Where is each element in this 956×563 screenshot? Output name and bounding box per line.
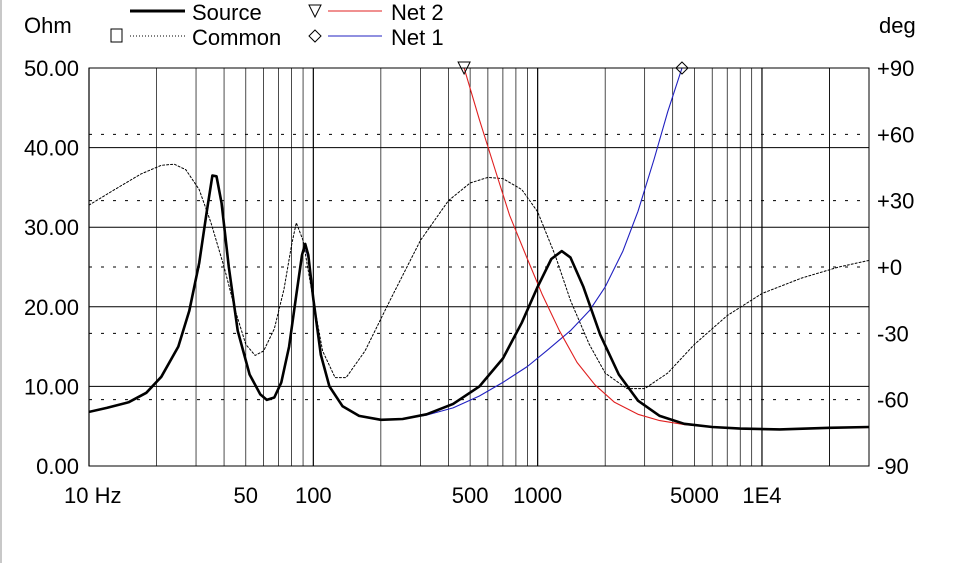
plot-frame <box>88 67 870 467</box>
y-left-tick-label: 20.00 <box>24 295 79 320</box>
right-axis-unit: deg <box>879 13 916 38</box>
x-tick-label: 1000 <box>513 483 562 508</box>
axis-ticks: 10 Hz 50 100 500 1000 5000 1E4 50.00 40.00 30.00 2… <box>24 56 914 508</box>
series-net-1-marker <box>675 61 689 75</box>
legend-net2-marker <box>308 4 322 19</box>
legend-net1-label: Net 1 <box>391 25 444 50</box>
legend-net1-marker <box>308 29 322 43</box>
y-left-tick-label: 30.00 <box>24 215 79 240</box>
y-right-tick-label: -90 <box>877 454 909 479</box>
x-tick-label: 5000 <box>670 483 719 508</box>
x-tick-label: 500 <box>452 483 489 508</box>
y-right-tick-label: +30 <box>877 189 914 214</box>
x-tick-label: 1E4 <box>742 483 781 508</box>
series-net-2-line <box>463 68 869 430</box>
x-tick-label: 10 Hz <box>64 483 121 508</box>
legend-source-label: Source <box>192 0 262 25</box>
legend-common-label: Common <box>192 25 281 50</box>
series-source-line <box>89 174 869 431</box>
y-right-tick-label: +90 <box>877 56 914 81</box>
y-right-tick-label: -30 <box>877 321 909 346</box>
x-tick-label: 50 <box>234 483 258 508</box>
y-right-tick-label: +60 <box>877 122 914 147</box>
y-right-tick-label: +0 <box>877 255 902 280</box>
y-right-tick-label: -60 <box>877 388 909 413</box>
plot-grid <box>88 67 870 467</box>
x-tick-label: 100 <box>295 483 332 508</box>
y-left-tick-label: 50.00 <box>24 56 79 81</box>
y-left-tick-label: 10.00 <box>24 374 79 399</box>
y-left-tick-label: 40.00 <box>24 136 79 161</box>
legend: Source Common Net 2 Net 1 <box>110 0 444 50</box>
legend-net2-label: Net 2 <box>391 0 444 25</box>
left-axis-unit: Ohm <box>24 13 72 38</box>
plot-series <box>89 68 869 431</box>
series-net-1-line <box>89 68 683 421</box>
window-left-border <box>0 0 2 563</box>
legend-common-marker <box>110 28 123 43</box>
y-left-tick-label: 0.00 <box>36 454 79 479</box>
